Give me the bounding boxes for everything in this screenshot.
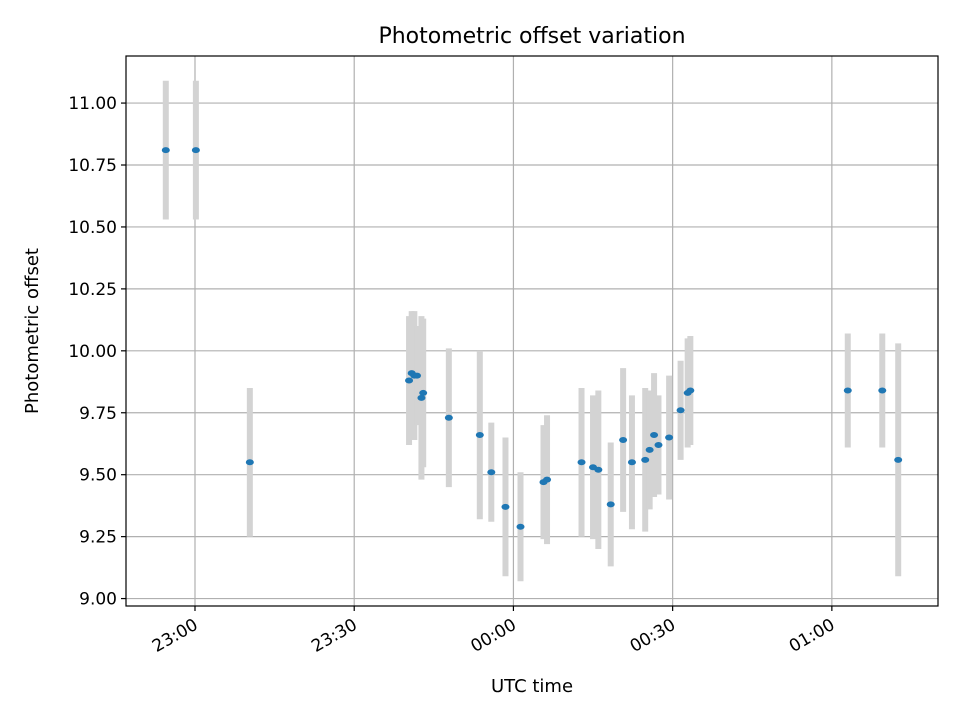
grid xyxy=(126,56,938,606)
y-tick-label: 9.25 xyxy=(79,528,117,548)
data-point xyxy=(413,372,422,379)
x-tick-label: 23:30 xyxy=(308,615,360,657)
data-point xyxy=(654,441,663,448)
data-point xyxy=(686,387,695,394)
data-point xyxy=(191,147,200,154)
plot-frame xyxy=(125,55,939,607)
y-tick-label: 10.25 xyxy=(68,280,117,300)
data-point xyxy=(475,432,484,439)
y-tick-label: 9.75 xyxy=(79,404,117,424)
x-tick-label: 23:00 xyxy=(149,615,201,657)
data-point xyxy=(516,523,525,530)
data-point xyxy=(487,469,496,476)
data-point xyxy=(417,394,426,401)
data-point xyxy=(878,387,887,394)
x-tick-label: 00:00 xyxy=(467,615,519,657)
y-axis: 9.00 9.25 9.50 9.75 10.00 10.25 10.50 10.75 11.0… xyxy=(68,94,126,610)
y-tick-label: 9.50 xyxy=(79,466,117,486)
data-point xyxy=(245,459,254,466)
data-point xyxy=(843,387,852,394)
y-tick-label: 10.00 xyxy=(68,342,117,362)
x-axis: 23:00 23:30 00:00 00:30 01:00 xyxy=(149,606,838,657)
data-point xyxy=(594,466,603,473)
data-point xyxy=(641,456,650,463)
data-point xyxy=(619,437,628,444)
y-tick-label: 11.00 xyxy=(68,94,117,114)
chart-title: Photometric offset variation xyxy=(378,24,685,49)
data-point xyxy=(501,503,510,510)
data-point xyxy=(627,459,636,466)
data-point xyxy=(665,434,674,441)
y-axis-label: Photometric offset xyxy=(22,248,43,414)
data-point xyxy=(161,147,170,154)
data-point xyxy=(419,389,428,396)
data-point xyxy=(577,459,586,466)
data-point xyxy=(405,377,414,384)
y-tick-label: 10.75 xyxy=(68,156,117,176)
data-point xyxy=(894,456,903,463)
data-point xyxy=(606,501,615,508)
data-point xyxy=(444,414,453,421)
x-tick-label: 01:00 xyxy=(786,615,838,657)
y-tick-label: 9.00 xyxy=(79,590,117,610)
data-point xyxy=(645,446,654,453)
data-point xyxy=(650,432,659,439)
error-bars xyxy=(162,80,902,582)
x-axis-label: UTC time xyxy=(491,676,573,697)
y-tick-label: 10.50 xyxy=(68,218,117,238)
data-point xyxy=(676,407,685,414)
data-points xyxy=(161,147,903,530)
data-point xyxy=(543,476,552,483)
x-tick-label: 00:30 xyxy=(627,615,679,657)
